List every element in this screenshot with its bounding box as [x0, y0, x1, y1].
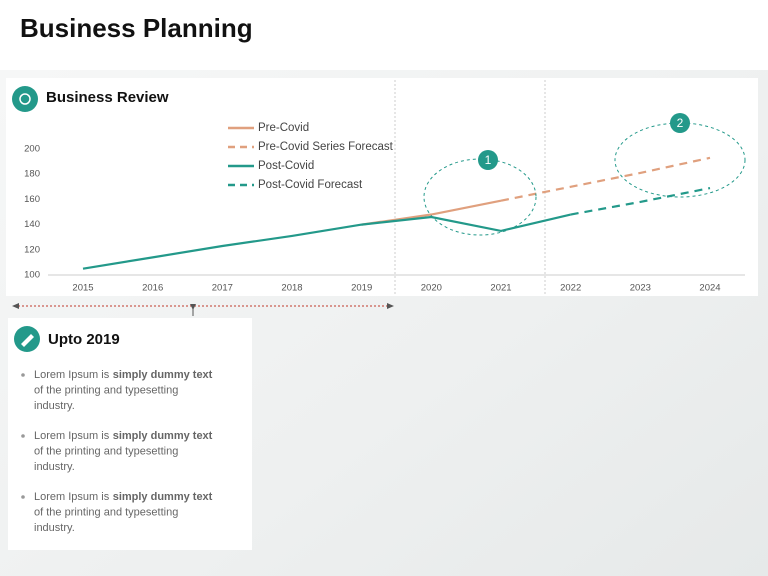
- bullet-dot: [21, 434, 25, 438]
- chart-title: Business Review: [46, 89, 169, 106]
- bullet-line: of the printing and typesetting: [34, 384, 178, 396]
- y-tick-label: 200: [24, 144, 40, 155]
- x-tick-label: 2016: [142, 283, 163, 294]
- legend-label: Pre-Covid Series Forecast: [258, 141, 394, 153]
- chart: 100 120 140 160 180 200 2015 2016 2017 2018 2019 20…: [24, 113, 746, 294]
- slide-title: Business Planning: [20, 13, 253, 43]
- bullet-line: Lorem Ipsum is simply dummy text: [34, 369, 213, 381]
- x-tick-label: 2023: [630, 283, 651, 294]
- bullet-line: Lorem Ipsum is simply dummy text: [34, 491, 213, 503]
- annotation-badge: [670, 113, 690, 133]
- x-tick-label: 2015: [72, 283, 93, 294]
- annotation-label: 1: [485, 153, 492, 167]
- x-tick-label: 2021: [490, 283, 511, 294]
- chart-icon: [12, 86, 38, 112]
- bullet-lead: Lorem Ipsum is: [34, 430, 110, 442]
- x-tick-label: 2022: [560, 283, 581, 294]
- series-line: [82, 213, 571, 270]
- x-tick-label: 2020: [421, 283, 442, 294]
- bullet-line: Lorem Ipsum is simply dummy text: [34, 430, 213, 442]
- bullet-bold: simply dummy text: [113, 430, 213, 442]
- bullet-line: industry.: [34, 400, 75, 412]
- legend-label: Pre-Covid: [258, 122, 309, 134]
- panel-title: Upto 2019: [48, 331, 120, 348]
- y-tick-label: 140: [24, 219, 40, 230]
- bullet-line: of the printing and typesetting: [34, 445, 178, 457]
- bullet-line: industry.: [34, 461, 75, 473]
- y-tick-label: 120: [24, 244, 40, 255]
- chart-icon-glyph: [19, 93, 31, 105]
- bullet-line: industry.: [34, 522, 75, 534]
- annotation-label: 2: [677, 116, 684, 130]
- annotation-ellipse: [614, 122, 746, 198]
- bullet-bold: simply dummy text: [113, 491, 213, 503]
- legend-label: Post-Covid: [258, 160, 314, 172]
- legend-label: Post-Covid Forecast: [258, 179, 363, 191]
- x-tick-label: 2019: [351, 283, 372, 294]
- annotation-badge: [478, 150, 498, 170]
- panel-icon-glyph: [21, 334, 34, 347]
- text-panel: [8, 318, 252, 550]
- bullet-dot: [21, 373, 25, 377]
- x-tick-label: 2024: [699, 283, 720, 294]
- series-line: [570, 186, 711, 216]
- header-band: [0, 0, 768, 70]
- y-tick-label: 160: [24, 194, 40, 205]
- y-tick-label: 100: [24, 270, 40, 281]
- bullet-dot: [21, 495, 25, 499]
- bullet-bold: simply dummy text: [113, 369, 213, 381]
- y-tick-label: 180: [24, 169, 40, 180]
- x-tick-label: 2017: [212, 283, 233, 294]
- x-tick-label: 2018: [281, 283, 302, 294]
- bullet-line: of the printing and typesetting: [34, 506, 178, 518]
- bullet-lead: Lorem Ipsum is: [34, 369, 110, 381]
- chart-panel: [6, 78, 758, 296]
- bullet-lead: Lorem Ipsum is: [34, 491, 110, 503]
